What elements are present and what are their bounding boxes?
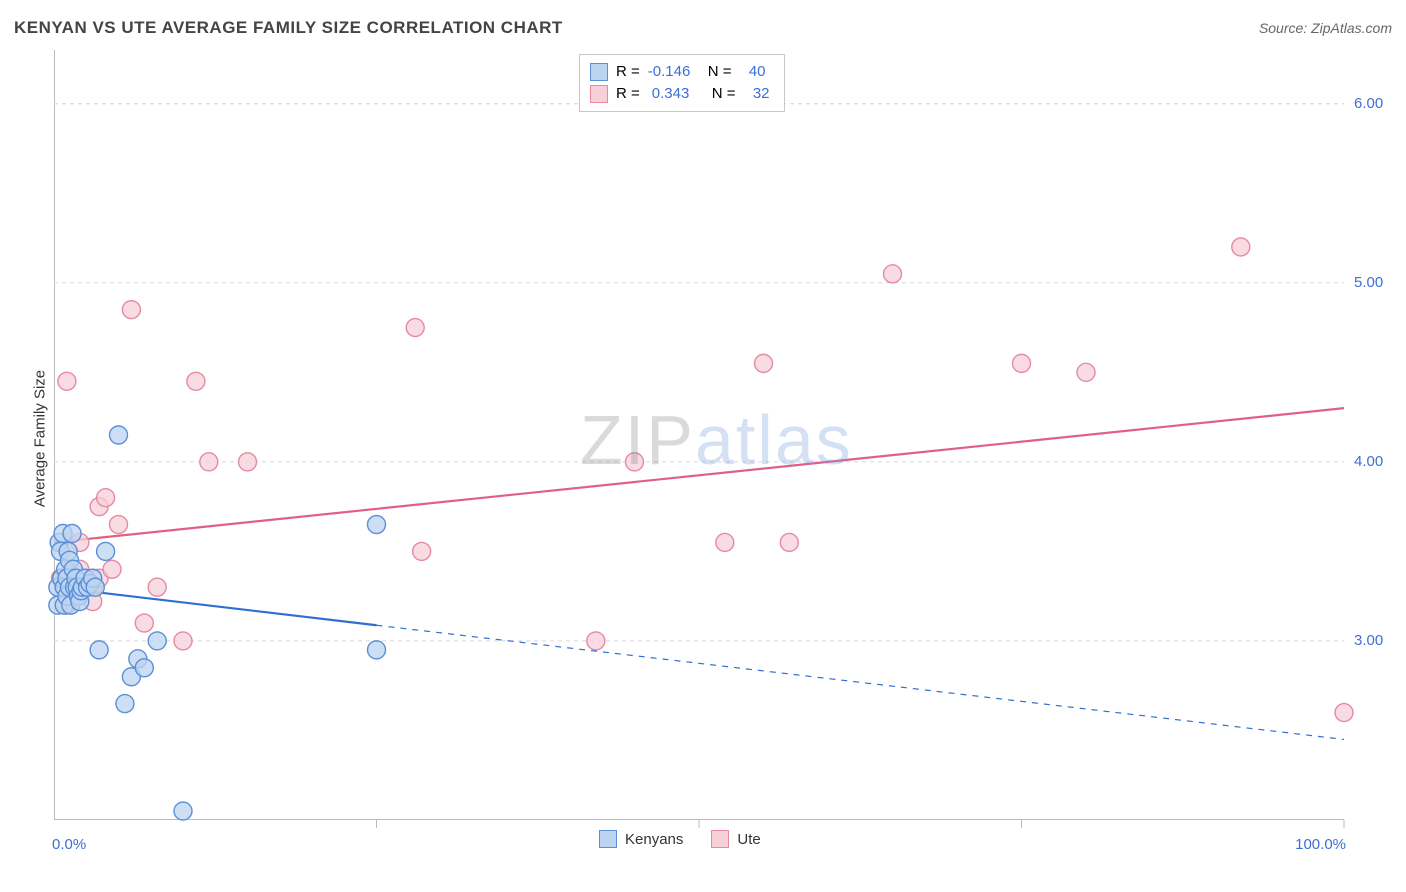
legend-row-kenyans: R = -0.146 N = 40 xyxy=(590,61,770,83)
n-label: N = xyxy=(708,61,732,83)
r-label: R = xyxy=(616,61,640,83)
x-axis-min: 0.0% xyxy=(52,836,86,853)
y-tick-label: 6.00 xyxy=(1354,95,1383,112)
x-axis-max: 100.0% xyxy=(1295,836,1346,853)
n-label: N = xyxy=(712,83,736,105)
y-axis-label: Average Family Size xyxy=(32,359,49,519)
n-value-ute: 32 xyxy=(744,83,770,105)
series-legend: Kenyans Ute xyxy=(599,830,761,848)
y-tick-label: 3.00 xyxy=(1354,632,1383,649)
legend-label-ute: Ute xyxy=(737,831,760,848)
legend-item-kenyans: Kenyans xyxy=(599,830,683,848)
n-value-kenyans: 40 xyxy=(740,61,766,83)
swatch-ute xyxy=(711,830,729,848)
swatch-ute xyxy=(590,85,608,103)
y-tick-label: 4.00 xyxy=(1354,453,1383,470)
y-tick-label: 5.00 xyxy=(1354,274,1383,291)
r-value-kenyans: -0.146 xyxy=(648,61,700,83)
legend-row-ute: R = 0.343 N = 32 xyxy=(590,83,770,105)
swatch-kenyans xyxy=(590,63,608,81)
chart-svg xyxy=(54,50,1344,820)
r-label: R = xyxy=(616,83,640,105)
r-value-ute: 0.343 xyxy=(648,83,704,105)
correlation-legend: R = -0.146 N = 40 R = 0.343 N = 32 xyxy=(579,54,785,112)
legend-item-ute: Ute xyxy=(711,830,760,848)
swatch-kenyans xyxy=(599,830,617,848)
legend-label-kenyans: Kenyans xyxy=(625,831,683,848)
source-label: Source: ZipAtlas.com xyxy=(1259,20,1392,36)
chart-title: KENYAN VS UTE AVERAGE FAMILY SIZE CORREL… xyxy=(14,18,563,38)
